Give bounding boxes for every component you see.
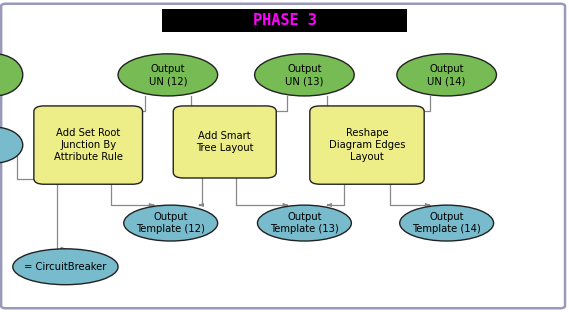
Ellipse shape [397, 54, 496, 96]
Text: Output
Template (13): Output Template (13) [270, 212, 339, 234]
Text: = CircuitBreaker: = CircuitBreaker [24, 262, 106, 272]
Text: Output
UN (13): Output UN (13) [285, 64, 324, 86]
Text: Output
Template (14): Output Template (14) [413, 212, 481, 234]
Ellipse shape [257, 205, 352, 241]
Text: PHASE 3: PHASE 3 [253, 13, 316, 28]
Ellipse shape [13, 249, 118, 285]
Ellipse shape [0, 127, 23, 163]
Text: Output
Template (12): Output Template (12) [136, 212, 205, 234]
FancyBboxPatch shape [173, 106, 277, 178]
Text: Add Set Root
Junction By
Attribute Rule: Add Set Root Junction By Attribute Rule [53, 128, 123, 163]
Text: Reshape
Diagram Edges
Layout: Reshape Diagram Edges Layout [329, 128, 405, 163]
Text: Add Smart
Tree Layout: Add Smart Tree Layout [196, 131, 254, 153]
Ellipse shape [399, 205, 494, 241]
FancyBboxPatch shape [34, 106, 142, 184]
FancyBboxPatch shape [1, 4, 565, 308]
FancyBboxPatch shape [162, 8, 407, 32]
FancyBboxPatch shape [310, 106, 424, 184]
Ellipse shape [255, 54, 354, 96]
Ellipse shape [123, 205, 217, 241]
Text: Output
UN (14): Output UN (14) [427, 64, 466, 86]
Text: Output
UN (12): Output UN (12) [149, 64, 187, 86]
Ellipse shape [118, 54, 217, 96]
Ellipse shape [0, 54, 23, 96]
